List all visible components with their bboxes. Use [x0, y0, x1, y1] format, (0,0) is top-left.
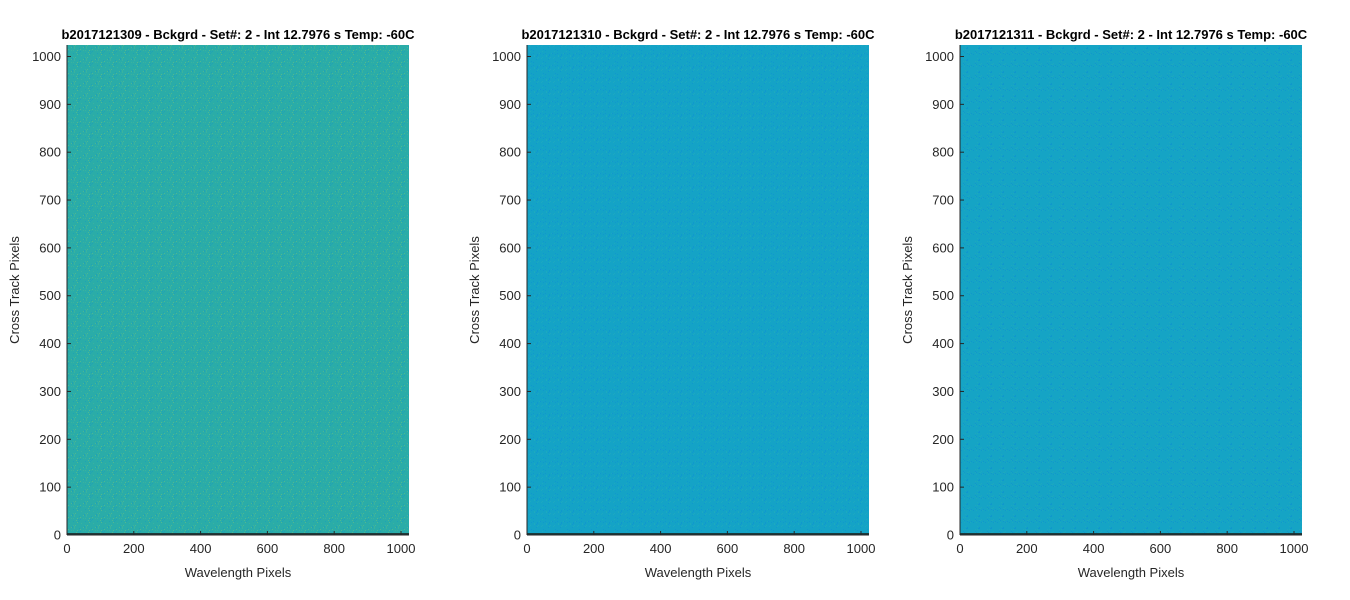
y-tick-label: 800 [499, 145, 521, 160]
y-tick-label: 500 [499, 288, 521, 303]
y-tick-label: 200 [39, 432, 61, 447]
x-axis-label: Wavelength Pixels [1078, 565, 1185, 580]
x-tick-label: 800 [323, 541, 345, 556]
y-tick-label: 0 [54, 528, 61, 543]
y-axis-label: Cross Track Pixels [900, 236, 915, 344]
y-tick-label: 400 [932, 336, 954, 351]
x-tick-label: 200 [123, 541, 145, 556]
chart-title: b2017121310 - Bckgrd - Set#: 2 - Int 12.… [521, 27, 875, 42]
heatmap-panel-3: 0 200 400 600 800 1000 0 100 200 300 400 500 600 700 8… [893, 0, 1343, 600]
y-tick-label: 600 [499, 240, 521, 255]
chart-title: b2017121309 - Bckgrd - Set#: 2 - Int 12.… [61, 27, 415, 42]
y-tick-label: 0 [947, 528, 954, 543]
x-tick-label: 400 [650, 541, 672, 556]
heatmap-image [67, 45, 409, 535]
x-tick-label: 400 [1083, 541, 1105, 556]
heatmap-svg-3: 0 200 400 600 800 1000 0 100 200 300 400 500 600 700 8… [900, 27, 1309, 580]
y-tick-label: 900 [932, 97, 954, 112]
y-tick-label: 800 [39, 145, 61, 160]
heatmap-svg-1: 0 200 400 600 800 1000 0 100 200 300 400 500 600 700 8… [7, 27, 416, 580]
y-tick-label: 200 [932, 432, 954, 447]
heatmap-bottom-row [960, 533, 1302, 535]
x-tick-label: 200 [1016, 541, 1038, 556]
y-tick-label: 100 [932, 480, 954, 495]
x-tick-label: 200 [583, 541, 605, 556]
x-axis-label: Wavelength Pixels [185, 565, 292, 580]
x-tick-label: 1000 [847, 541, 876, 556]
x-tick-label: 600 [1150, 541, 1172, 556]
heatmap-panel-2: 0 200 400 600 800 1000 0 100 200 300 400 500 600 700 8… [460, 0, 910, 600]
x-tick-label: 800 [1216, 541, 1238, 556]
y-tick-label: 0 [514, 528, 521, 543]
x-tick-label: 1000 [387, 541, 416, 556]
y-axis-label: Cross Track Pixels [7, 236, 22, 344]
x-tick-label: 1000 [1280, 541, 1309, 556]
heatmap-image [960, 45, 1302, 535]
y-axis-label: Cross Track Pixels [467, 236, 482, 344]
y-tick-label: 300 [39, 384, 61, 399]
y-tick-label: 200 [499, 432, 521, 447]
y-tick-label: 100 [39, 480, 61, 495]
y-tick-label: 400 [39, 336, 61, 351]
heatmap-bottom-row [527, 533, 869, 535]
x-axis-label: Wavelength Pixels [645, 565, 752, 580]
y-tick-label: 500 [932, 288, 954, 303]
y-tick-label: 1000 [492, 49, 521, 64]
heatmap-panel-1: 0 200 400 600 800 1000 0 100 200 300 400 500 600 700 8… [0, 0, 450, 600]
x-tick-label: 800 [783, 541, 805, 556]
x-tick-label: 400 [190, 541, 212, 556]
y-tick-label: 900 [499, 97, 521, 112]
x-tick-label: 0 [63, 541, 70, 556]
y-tick-label: 500 [39, 288, 61, 303]
y-tick-label: 100 [499, 480, 521, 495]
y-tick-label: 300 [932, 384, 954, 399]
x-tick-label: 600 [717, 541, 739, 556]
x-tick-label: 0 [523, 541, 530, 556]
y-tick-label: 700 [499, 193, 521, 208]
y-tick-label: 800 [932, 145, 954, 160]
y-tick-label: 300 [499, 384, 521, 399]
y-tick-label: 600 [39, 240, 61, 255]
y-tick-label: 900 [39, 97, 61, 112]
y-tick-label: 1000 [32, 49, 61, 64]
chart-title: b2017121311 - Bckgrd - Set#: 2 - Int 12.… [955, 27, 1308, 42]
y-tick-label: 700 [39, 193, 61, 208]
heatmap-bottom-row [67, 533, 409, 535]
y-tick-label: 600 [932, 240, 954, 255]
x-tick-label: 0 [956, 541, 963, 556]
y-tick-label: 700 [932, 193, 954, 208]
y-tick-label: 1000 [925, 49, 954, 64]
y-tick-label: 400 [499, 336, 521, 351]
heatmap-image [527, 45, 869, 535]
heatmap-svg-2: 0 200 400 600 800 1000 0 100 200 300 400 500 600 700 8… [467, 27, 876, 580]
x-tick-label: 600 [257, 541, 279, 556]
